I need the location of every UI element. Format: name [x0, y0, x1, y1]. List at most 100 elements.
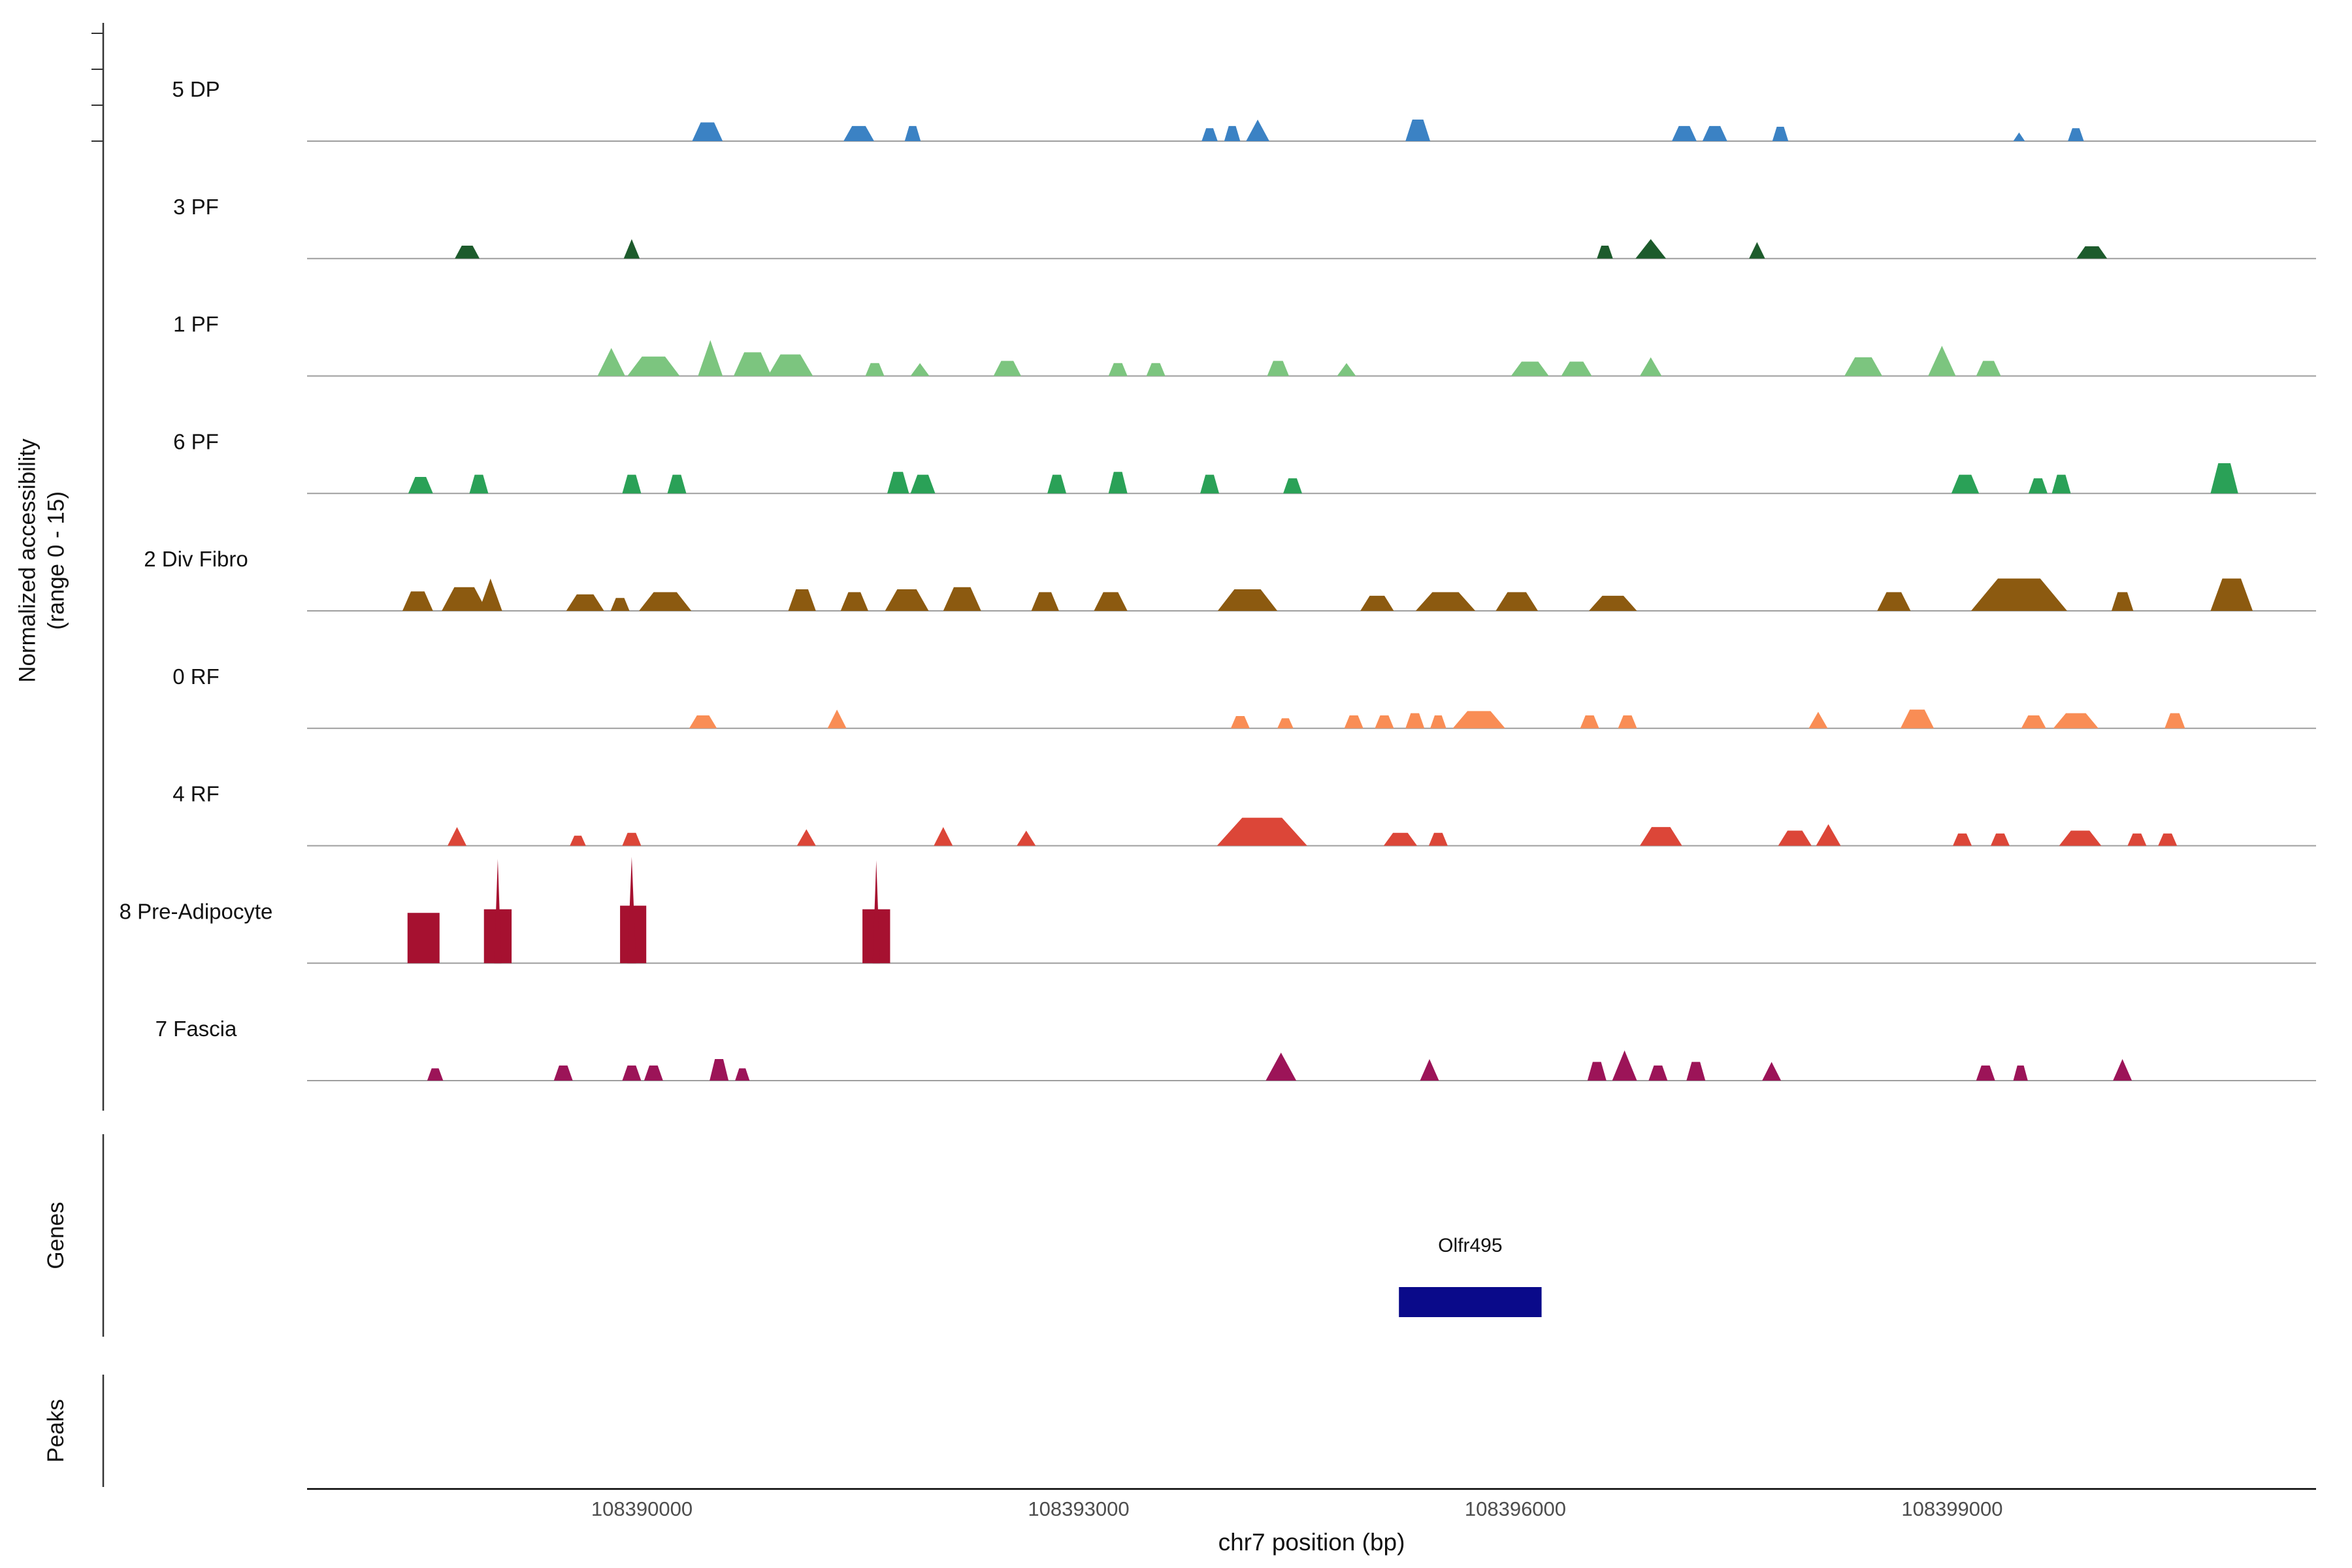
signal-peak [1430, 715, 1446, 728]
signal-peak [1702, 125, 1727, 141]
signal-peak [2111, 592, 2134, 611]
track-label: 4 RF [172, 782, 220, 806]
signal-peak [910, 363, 930, 376]
signal-peak [993, 361, 1021, 376]
signal-peak [2210, 463, 2238, 494]
signal-peak [1217, 817, 1307, 846]
signal-peak [448, 826, 466, 846]
signal-peak [840, 592, 868, 611]
signal-peak [1495, 592, 1538, 611]
signal-peak [689, 715, 717, 728]
signal-peak [1246, 120, 1269, 141]
coverage-track: 4 RF [172, 782, 2316, 847]
gene-name-label: Olfr495 [1438, 1235, 1502, 1256]
signal-peak [1762, 1062, 1782, 1081]
signal-peak [698, 340, 723, 376]
signal-peak [455, 245, 480, 259]
signal-peak [943, 587, 981, 611]
signal-peak [2051, 474, 2071, 494]
signal-peak [2028, 478, 2048, 494]
signal-peak [1415, 592, 1476, 611]
x-tick-label: 108390000 [591, 1497, 693, 1520]
signal-peak [2076, 246, 2108, 259]
track-label: 1 PF [173, 312, 219, 336]
signal-peak [1749, 242, 1765, 259]
signal-peak [1230, 716, 1250, 728]
signal-peak [570, 836, 586, 846]
signal-peak [2068, 128, 2084, 141]
signal-peak [1108, 472, 1128, 494]
signal-peak [407, 913, 440, 964]
signal-peak [1648, 1065, 1668, 1081]
signal-peak [1267, 361, 1289, 376]
signal-peak [1200, 474, 1220, 494]
signal-peak [1217, 589, 1278, 611]
signal-peak [904, 125, 921, 141]
signal-peak [1772, 127, 1789, 141]
signal-peak [1844, 357, 1882, 376]
signal-peak [788, 589, 816, 611]
signal-peak [408, 476, 433, 494]
signal-peak [1344, 715, 1364, 728]
signal-peak [1108, 363, 1128, 376]
track-label: 0 RF [172, 664, 220, 689]
signal-peak [639, 592, 692, 611]
signal-peak [1428, 832, 1448, 846]
x-tick-label: 108396000 [1465, 1497, 1566, 1520]
signal-peak [1612, 1050, 1637, 1081]
signal-peak [1900, 710, 1935, 728]
signal-peak [1877, 592, 1911, 611]
signal-peak [1587, 1062, 1607, 1081]
signal-peak [402, 591, 433, 611]
signal-peak [1277, 718, 1294, 728]
signal-peak [827, 710, 847, 728]
coverage-track: 8 Pre-Adipocyte [120, 857, 2316, 964]
coverage-track: 0 RF [172, 664, 2316, 729]
signal-peak [2158, 833, 2178, 846]
signal-peak [1561, 361, 1592, 376]
signal-peak [843, 125, 874, 141]
signal-peak [1928, 346, 1956, 376]
signal-peak [2013, 132, 2025, 141]
signal-peak [865, 363, 885, 376]
track-label: 6 PF [173, 429, 219, 453]
signal-peak [1953, 833, 1972, 846]
signal-peak [478, 578, 502, 611]
signal-peak [597, 348, 625, 376]
signal-peak [885, 589, 929, 611]
signal-peak [623, 239, 640, 259]
signal-peak [1808, 711, 1828, 728]
signal-peak [1686, 1062, 1706, 1081]
signal-peak [1990, 833, 2010, 846]
signal-peak [1671, 125, 1697, 141]
signal-peak [2021, 715, 2046, 728]
coverage-track: 3 PF [173, 195, 2316, 259]
signal-peak [1094, 592, 1128, 611]
signal-peak [1375, 715, 1394, 728]
signal-peak [1405, 713, 1425, 728]
x-tick-label: 108393000 [1028, 1497, 1129, 1520]
signal-peak [1580, 715, 1599, 728]
signal-peak [1047, 474, 1067, 494]
signal-peak [1337, 363, 1356, 376]
coverage-track: 1 PF [173, 312, 2316, 377]
coverage-track: 7 Fascia [155, 1017, 2316, 1081]
signal-peak [1031, 592, 1059, 611]
signal-peak [1976, 1065, 1995, 1081]
signal-peak [910, 474, 936, 494]
signal-peak [2210, 578, 2253, 611]
signal-peak [627, 356, 680, 376]
gene-body [1399, 1287, 1542, 1317]
signal-peak [667, 474, 687, 494]
signal-peak [1597, 245, 1613, 259]
track-label: 2 Div Fibro [144, 547, 248, 571]
signal-peak [442, 587, 487, 611]
signal-peak [710, 1059, 729, 1081]
signal-peak [1951, 474, 1980, 494]
signal-peak [2127, 833, 2147, 846]
signal-peak [1224, 125, 1241, 141]
signal-peak [1639, 826, 1682, 846]
signal-peak [1970, 578, 2067, 611]
signal-peak [1017, 830, 1036, 846]
